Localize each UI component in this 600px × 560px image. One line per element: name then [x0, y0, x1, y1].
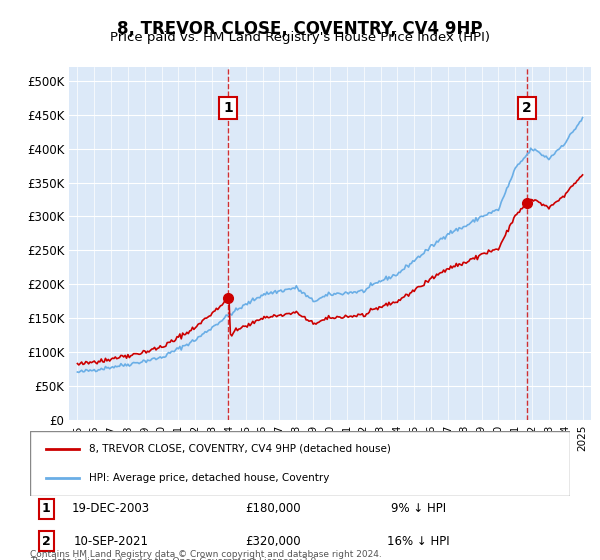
Text: 19-DEC-2003: 19-DEC-2003	[72, 502, 150, 515]
Text: 2: 2	[42, 535, 50, 548]
Text: 8, TREVOR CLOSE, COVENTRY, CV4 9HP: 8, TREVOR CLOSE, COVENTRY, CV4 9HP	[117, 20, 483, 38]
Text: Contains HM Land Registry data © Crown copyright and database right 2024.: Contains HM Land Registry data © Crown c…	[30, 550, 382, 559]
Text: £180,000: £180,000	[245, 502, 301, 515]
Text: HPI: Average price, detached house, Coventry: HPI: Average price, detached house, Cove…	[89, 473, 330, 483]
Text: 10-SEP-2021: 10-SEP-2021	[74, 535, 149, 548]
Text: Price paid vs. HM Land Registry's House Price Index (HPI): Price paid vs. HM Land Registry's House …	[110, 31, 490, 44]
FancyBboxPatch shape	[30, 431, 570, 496]
Text: 8, TREVOR CLOSE, COVENTRY, CV4 9HP (detached house): 8, TREVOR CLOSE, COVENTRY, CV4 9HP (deta…	[89, 444, 391, 454]
Text: 1: 1	[42, 502, 50, 515]
Text: 1: 1	[223, 101, 233, 115]
Text: This data is licensed under the Open Government Licence v3.0.: This data is licensed under the Open Gov…	[30, 557, 319, 560]
Text: £320,000: £320,000	[245, 535, 301, 548]
Text: 9% ↓ HPI: 9% ↓ HPI	[391, 502, 446, 515]
Text: 2: 2	[522, 101, 532, 115]
Text: 16% ↓ HPI: 16% ↓ HPI	[388, 535, 450, 548]
